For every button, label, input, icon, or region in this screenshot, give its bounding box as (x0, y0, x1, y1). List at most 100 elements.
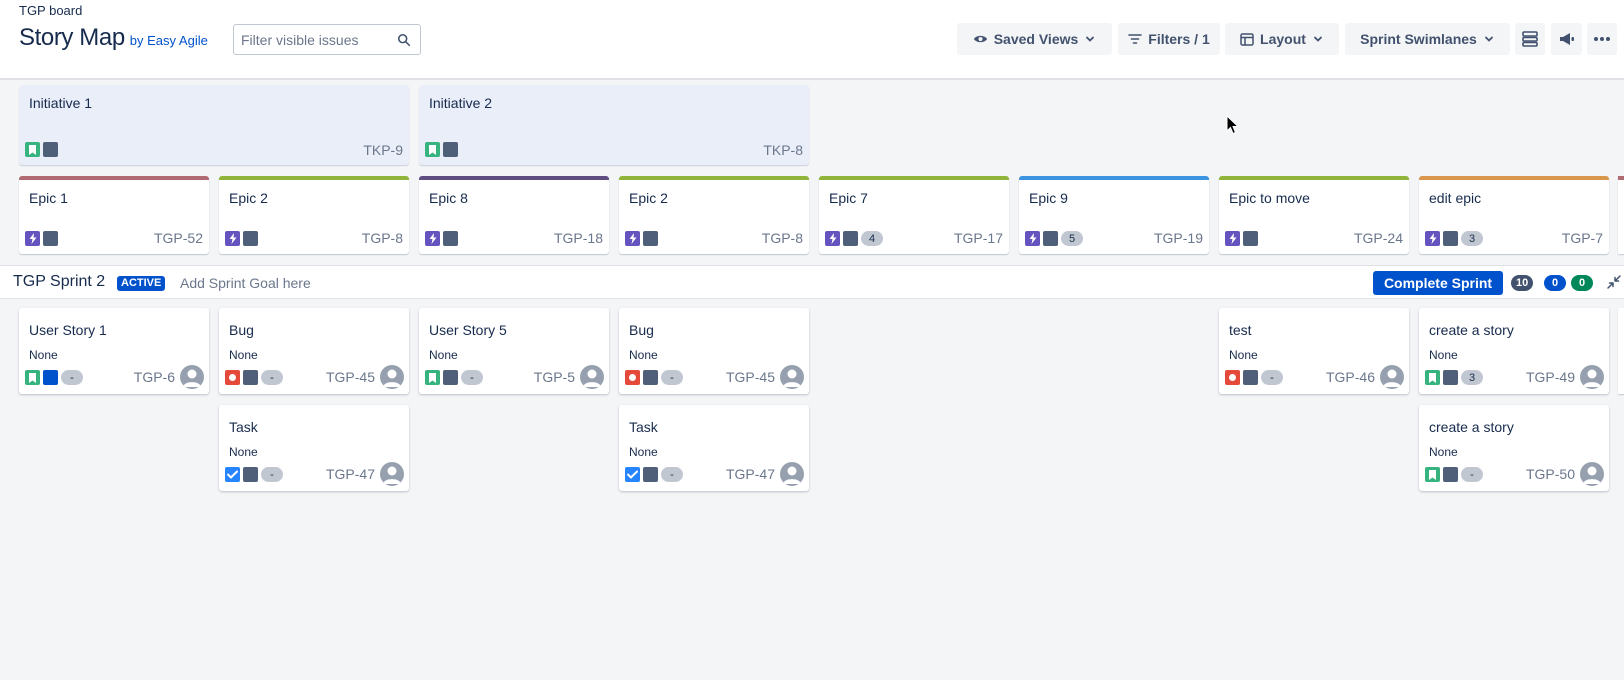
card-subtitle: None (1429, 445, 1458, 459)
card-key[interactable]: TGP-45 (325, 369, 375, 385)
stack-view-button[interactable] (1515, 23, 1545, 55)
card-title: Initiative 2 (429, 95, 493, 111)
card-key[interactable]: TKP-9 (363, 142, 403, 158)
announcement-button[interactable] (1551, 23, 1582, 55)
card-title: User Story 5 (429, 322, 507, 338)
card-icons (425, 231, 458, 246)
story-card-overflow[interactable] (1618, 308, 1624, 394)
byline[interactable]: by Easy Agile (129, 33, 208, 48)
card-key[interactable]: TGP-17 (953, 230, 1003, 246)
avatar-icon[interactable] (180, 365, 204, 389)
card-key[interactable]: TGP-45 (725, 369, 775, 385)
status-square-icon (1443, 467, 1458, 482)
epic-card[interactable]: Epic 9 5 TGP-19 (1019, 176, 1209, 254)
cursor-icon (1226, 115, 1240, 135)
card-key[interactable]: TGP-24 (1353, 230, 1403, 246)
avatar-icon[interactable] (1380, 365, 1404, 389)
estimate-badge: 3 (1461, 370, 1483, 385)
card-key[interactable]: TGP-49 (1525, 369, 1575, 385)
card-icons: - (425, 370, 483, 385)
filters-button[interactable]: Filters / 1 (1118, 23, 1220, 55)
story-card[interactable]: User Story 1 None - TGP-6 (19, 308, 209, 394)
epic-card[interactable]: Epic 2 TGP-8 (219, 176, 409, 254)
card-key[interactable]: TGP-46 (1325, 369, 1375, 385)
card-icons: 3 (1425, 231, 1483, 246)
breadcrumb[interactable]: TGP board (19, 3, 83, 18)
todo-count-badge: 10 (1511, 275, 1534, 291)
epic-card[interactable]: Epic 8 TGP-18 (419, 176, 609, 254)
epic-type-icon (425, 231, 440, 246)
avatar-icon[interactable] (1580, 462, 1604, 486)
status-square-icon (1043, 231, 1058, 246)
card-key[interactable]: TKP-8 (763, 142, 803, 158)
epic-type-icon (225, 231, 240, 246)
story-card[interactable]: Task None - TGP-47 (619, 405, 809, 491)
search-box[interactable] (233, 24, 421, 55)
card-title: Epic 7 (829, 190, 868, 206)
card-key[interactable]: TGP-52 (153, 230, 203, 246)
layout-icon (1240, 32, 1254, 46)
avatar-icon[interactable] (780, 365, 804, 389)
more-button[interactable] (1587, 23, 1617, 55)
card-title: Epic 9 (1029, 190, 1068, 206)
done-count-badge: 0 (1571, 275, 1593, 291)
child-count-badge: 4 (861, 231, 883, 246)
card-key[interactable]: TGP-7 (1561, 230, 1603, 246)
saved-views-button[interactable]: Saved Views (957, 23, 1112, 55)
card-key[interactable]: TGP-8 (761, 230, 803, 246)
layout-button[interactable]: Layout (1225, 23, 1339, 55)
card-icons (425, 142, 458, 157)
story-card[interactable]: Bug None - TGP-45 (619, 308, 809, 394)
story-card[interactable]: Bug None - TGP-45 (219, 308, 409, 394)
card-key[interactable]: TGP-18 (553, 230, 603, 246)
status-square-icon (243, 467, 258, 482)
avatar-icon[interactable] (380, 462, 404, 486)
epic-card[interactable]: Epic 1 TGP-52 (19, 176, 209, 254)
story-card[interactable]: create a story None - TGP-50 (1419, 405, 1609, 491)
card-key[interactable]: TGP-5 (533, 369, 575, 385)
in-progress-count-badge: 0 (1544, 275, 1566, 291)
card-key[interactable]: TGP-19 (1153, 230, 1203, 246)
swimlanes-button[interactable]: Sprint Swimlanes (1345, 23, 1510, 55)
avatar-icon[interactable] (380, 365, 404, 389)
epic-card[interactable]: Epic 2 TGP-8 (619, 176, 809, 254)
story-card[interactable]: User Story 5 None - TGP-5 (419, 308, 609, 394)
card-subtitle: None (629, 348, 658, 362)
page-title-group: Story Map by Easy Agile (19, 24, 208, 52)
initiative-card[interactable]: Initiative 2 TKP-8 (419, 85, 809, 165)
card-title: test (1229, 322, 1252, 338)
epic-type-icon (1425, 231, 1440, 246)
sprint-goal[interactable]: Add Sprint Goal here (180, 275, 311, 291)
epic-card[interactable]: edit epic 3 TGP-7 (1419, 176, 1609, 254)
story-type-icon (1425, 467, 1440, 482)
complete-sprint-button[interactable]: Complete Sprint (1373, 271, 1503, 295)
card-key[interactable]: TGP-47 (725, 466, 775, 482)
estimate-badge: - (461, 370, 483, 385)
card-title: Epic 2 (229, 190, 268, 206)
epic-card[interactable]: Epic to move TGP-24 (1219, 176, 1409, 254)
card-key[interactable]: TGP-8 (361, 230, 403, 246)
avatar-icon[interactable] (1580, 365, 1604, 389)
search-input[interactable] (241, 31, 391, 48)
card-key[interactable]: TGP-47 (325, 466, 375, 482)
story-card[interactable]: Task None - TGP-47 (219, 405, 409, 491)
card-icons: - (225, 370, 283, 385)
status-square-icon (43, 142, 58, 157)
initiative-card[interactable]: Initiative 1 TKP-9 (19, 85, 409, 165)
story-card[interactable]: test None - TGP-46 (1219, 308, 1409, 394)
avatar-icon[interactable] (580, 365, 604, 389)
card-title: Epic 2 (629, 190, 668, 206)
status-badge: ACTIVE (117, 276, 166, 291)
stack-icon (1522, 31, 1538, 47)
epic-card[interactable]: Epic 7 4 TGP-17 (819, 176, 1009, 254)
card-key[interactable]: TGP-6 (133, 369, 175, 385)
card-key[interactable]: TGP-50 (1525, 466, 1575, 482)
status-square-icon (1443, 231, 1458, 246)
collapse-icon[interactable] (1606, 274, 1622, 290)
epic-card-overflow[interactable] (1618, 176, 1624, 254)
story-type-icon (1425, 370, 1440, 385)
story-card[interactable]: create a story None 3 TGP-49 (1419, 308, 1609, 394)
search-icon[interactable] (397, 33, 411, 47)
card-title: create a story (1429, 322, 1514, 338)
avatar-icon[interactable] (780, 462, 804, 486)
